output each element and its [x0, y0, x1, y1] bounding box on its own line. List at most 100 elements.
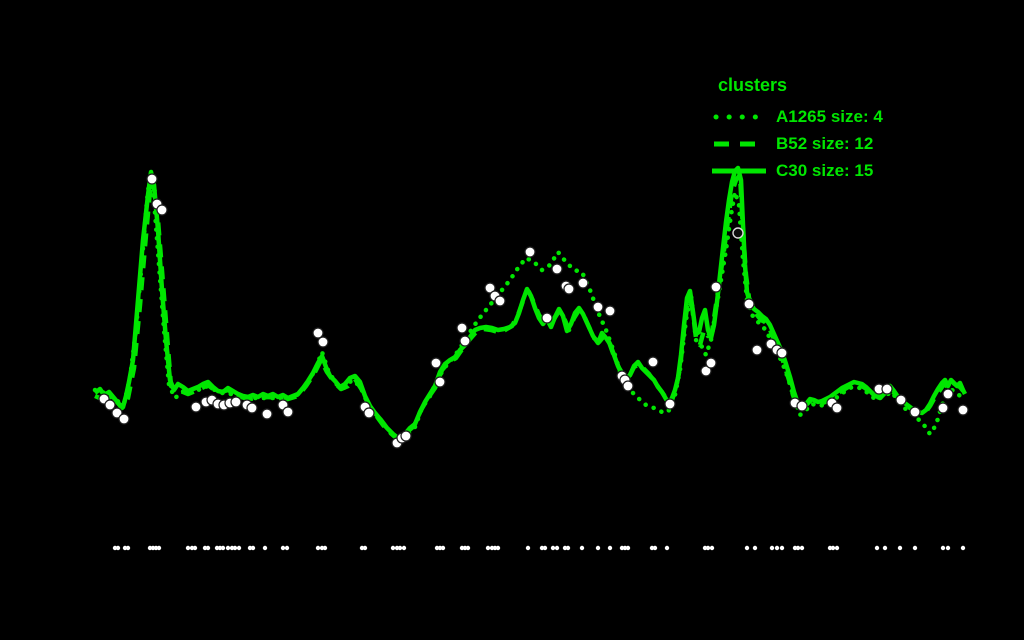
rug-point	[250, 545, 256, 551]
rug-point	[485, 545, 491, 551]
rug-point	[912, 545, 918, 551]
rug-point	[401, 545, 407, 551]
data-point	[494, 295, 506, 307]
rug-point	[262, 545, 268, 551]
rug-point	[284, 545, 290, 551]
rug-point	[830, 545, 836, 551]
data-point	[434, 376, 446, 388]
legend-item-c30: C30 size: 15	[712, 157, 883, 184]
data-point	[111, 407, 123, 419]
rug-point	[185, 545, 191, 551]
data-point	[895, 394, 907, 406]
data-point	[592, 301, 604, 313]
rug-point	[495, 545, 501, 551]
rug-point	[362, 545, 368, 551]
rug-point	[465, 545, 471, 551]
legend-label-c30: C30 size: 15	[776, 161, 874, 180]
rug-point	[774, 545, 780, 551]
rug-point	[192, 545, 198, 551]
data-point	[604, 305, 616, 317]
rug-point	[440, 545, 446, 551]
rug-point	[709, 545, 715, 551]
data-point	[563, 283, 575, 295]
legend-item-b52: B52 size: 12	[712, 130, 883, 157]
data-point	[776, 347, 788, 359]
data-point	[317, 336, 329, 348]
rug-point	[664, 545, 670, 551]
rug-point	[554, 545, 560, 551]
dotted-line-key-icon	[712, 112, 766, 122]
data-point	[937, 402, 949, 414]
solid-line-key-icon	[712, 166, 766, 176]
data-point	[118, 413, 130, 425]
data-point	[484, 282, 496, 294]
data-point	[881, 383, 893, 395]
data-point	[541, 312, 553, 324]
data-point	[246, 402, 258, 414]
rug-point	[705, 545, 711, 551]
rug-point	[799, 545, 805, 551]
rug-point	[652, 545, 658, 551]
rug-point	[115, 545, 121, 551]
data-point	[430, 357, 442, 369]
data-point	[230, 396, 242, 408]
legend-label-a1265: A1265 size: 4	[776, 107, 883, 126]
rug-point	[779, 545, 785, 551]
rug-point	[542, 545, 548, 551]
data-point	[282, 406, 294, 418]
rug-point	[874, 545, 880, 551]
rug-point	[579, 545, 585, 551]
data-point	[104, 399, 116, 411]
rug-point	[595, 545, 601, 551]
data-point	[705, 357, 717, 369]
data-point	[456, 322, 468, 334]
legend: clusters A1265 size: 4 B52 size: 12 C30 …	[712, 76, 883, 184]
data-point	[700, 365, 712, 377]
data-point	[710, 281, 722, 293]
data-point	[459, 335, 471, 347]
rug-point	[156, 545, 162, 551]
rug-point	[940, 545, 946, 551]
data-point	[156, 204, 168, 216]
data-point	[400, 430, 412, 442]
data-point	[524, 246, 536, 258]
legend-label-b52: B52 size: 12	[776, 134, 874, 153]
rug-point	[945, 545, 951, 551]
legend-item-a1265: A1265 size: 4	[712, 103, 883, 130]
data-point	[622, 380, 634, 392]
data-point	[363, 407, 375, 419]
legend-title: clusters	[718, 75, 788, 95]
data-point	[942, 388, 954, 400]
rug-point	[315, 545, 321, 551]
data-point	[190, 401, 202, 413]
data-point	[551, 263, 563, 275]
rug-point	[882, 545, 888, 551]
rug-point	[607, 545, 613, 551]
rug-point	[125, 545, 131, 551]
rug-point	[525, 545, 531, 551]
data-point	[647, 356, 659, 368]
rug-point	[232, 545, 238, 551]
rug-point	[225, 545, 231, 551]
rug-point	[236, 545, 242, 551]
data-point	[957, 404, 969, 416]
rug-point	[390, 545, 396, 551]
rug-point	[565, 545, 571, 551]
data-point	[146, 173, 158, 185]
rug-point	[769, 545, 775, 551]
rug-point	[280, 545, 286, 551]
data-point	[577, 277, 589, 289]
rug-point	[795, 545, 801, 551]
data-point	[909, 406, 921, 418]
rug-point	[834, 545, 840, 551]
rug-point	[625, 545, 631, 551]
data-point	[261, 408, 273, 420]
data-point	[743, 298, 755, 310]
rug-point	[752, 545, 758, 551]
data-point	[664, 398, 676, 410]
rug-point	[960, 545, 966, 551]
data-point	[796, 400, 808, 412]
rug-point	[220, 545, 226, 551]
